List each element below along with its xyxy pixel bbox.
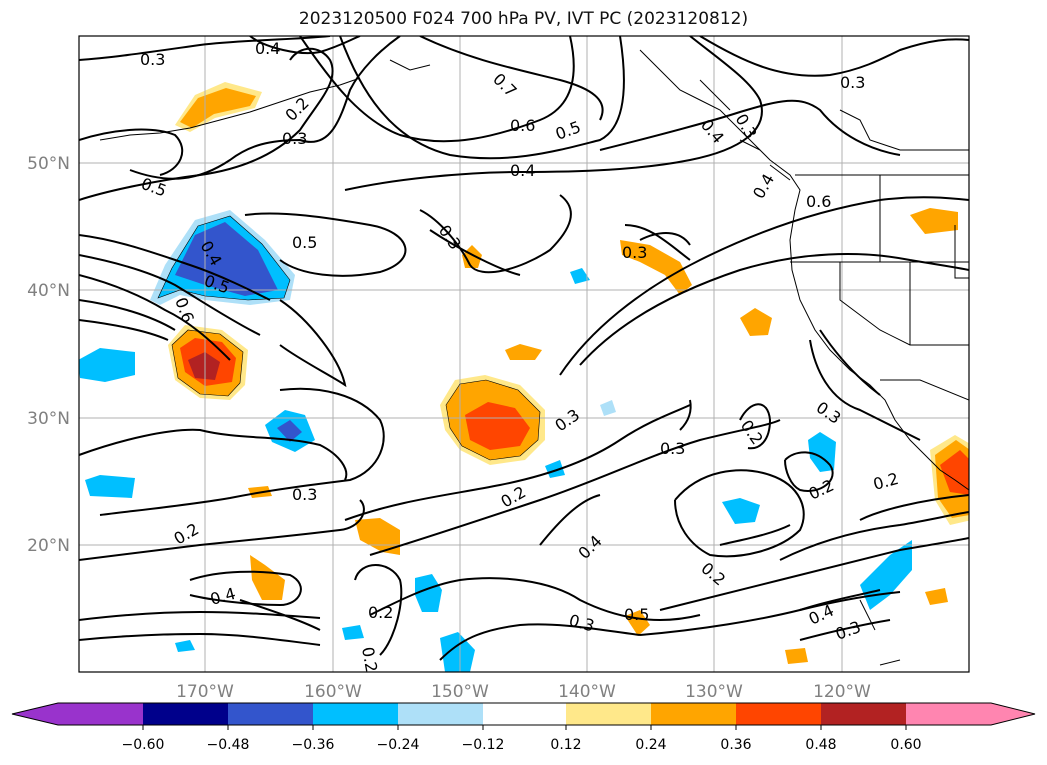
contour-label: 0.4 <box>255 39 280 58</box>
shade-blob-positive <box>188 352 220 380</box>
colorbar-swatch <box>566 703 651 725</box>
shade-blob-positive <box>465 402 530 450</box>
shade-blob-negative <box>600 400 616 416</box>
colorbar-extend-min <box>12 703 58 725</box>
shade-blob-negative <box>415 574 442 612</box>
colorbar-swatch <box>228 703 313 725</box>
lon-label: 130°W <box>685 682 743 702</box>
shade-blob-negative <box>570 268 590 284</box>
contour-label: 0.4 <box>510 161 535 180</box>
shade-blob-negative <box>545 460 565 478</box>
colorbar-tick-label: 0.12 <box>550 737 581 753</box>
colorbar-swatch <box>398 703 483 725</box>
lon-label: 120°W <box>813 682 871 702</box>
colorbar-swatch <box>736 703 821 725</box>
pv-contours <box>79 36 969 661</box>
lon-label: 170°W <box>176 682 234 702</box>
shade-blob-positive <box>740 308 772 336</box>
contour-label: 0.6 <box>510 116 535 135</box>
shade-blob-positive <box>505 344 542 360</box>
colorbar-tick-label: 0.36 <box>720 737 751 753</box>
shade-blob-positive <box>250 555 285 600</box>
map-title: 2023120500 F024 700 hPa PV, IVT PC (2023… <box>298 9 749 29</box>
colorbar-tick-label: −0.48 <box>207 737 250 753</box>
contour-label: 0.5 <box>624 605 649 624</box>
graticule <box>79 36 969 672</box>
colorbar-tick-label: 0.24 <box>635 737 666 753</box>
shade-outlines <box>157 215 541 461</box>
lon-label: 160°W <box>304 682 362 702</box>
colorbar-swatch <box>313 703 398 725</box>
colorbar-tick-label: −0.36 <box>292 737 335 753</box>
contour-label: 0.3 <box>282 129 307 148</box>
shade-blob-negative <box>175 640 195 652</box>
shade-blob-negative <box>277 420 302 442</box>
colorbar-swatch <box>906 703 991 725</box>
shade-blob-positive <box>910 208 958 234</box>
contour-label: 0.3 <box>660 439 685 458</box>
map-frame <box>78 35 970 673</box>
shade-blob-positive <box>355 518 400 555</box>
shade-blob-negative <box>440 632 475 672</box>
colorbar-tick-label: 0.60 <box>890 737 921 753</box>
lat-label: 30°N <box>27 409 70 429</box>
shade-blob-positive <box>180 88 256 128</box>
colorbar-tick-label: −0.12 <box>462 737 505 753</box>
contour-label: 0.3 <box>622 243 647 262</box>
contour-label: 0.2 <box>358 645 381 673</box>
shade-blob-negative <box>175 222 278 296</box>
contour-label: 0.3 <box>140 50 165 69</box>
colorbar-extend-max <box>991 703 1035 725</box>
lon-label: 140°W <box>558 682 616 702</box>
colorbar-swatch <box>651 703 736 725</box>
colorbar-tick-label: −0.60 <box>122 737 165 753</box>
shade-blob-positive <box>925 588 948 605</box>
colorbar: −0.60 −0.48 −0.36 −0.24 −0.12 0.12 0.24 … <box>11 702 1036 753</box>
shade-blob-negative <box>808 432 836 472</box>
shade-blob-negative <box>79 348 135 382</box>
colorbar-outline <box>11 702 1036 726</box>
colorbar-swatch <box>143 703 228 725</box>
lat-label: 20°N <box>27 536 70 556</box>
colorbar-tick-label: −0.24 <box>377 737 420 753</box>
colorbar-tick-label: 0.48 <box>805 737 836 753</box>
lat-labels: 50°N 40°N 30°N 20°N <box>27 154 70 556</box>
lat-label: 40°N <box>27 281 70 301</box>
shade-blob-negative <box>342 625 364 640</box>
shade-blob-positive <box>940 450 969 495</box>
shade-blob-positive <box>462 245 482 268</box>
colorbar-swatch <box>58 703 143 725</box>
colorbar-swatch <box>821 703 906 725</box>
contour-label: 0.3 <box>840 73 865 92</box>
lon-labels: 170°W 160°W 150°W 140°W 130°W 120°W <box>176 682 871 702</box>
shade-blob-positive <box>785 648 808 664</box>
lon-label: 150°W <box>431 682 489 702</box>
shade-blob-negative <box>722 498 760 524</box>
contour-label: 0.2 <box>368 603 393 622</box>
lat-label: 50°N <box>27 154 70 174</box>
shade-blob-positive <box>620 240 692 295</box>
contour-label: 0.3 <box>292 485 317 504</box>
contour-label: 0.5 <box>292 233 317 252</box>
colorbar-swatch <box>483 703 566 725</box>
coastlines <box>99 49 969 666</box>
contour-label: 0.6 <box>806 192 831 211</box>
shade-blob-negative <box>85 475 135 498</box>
